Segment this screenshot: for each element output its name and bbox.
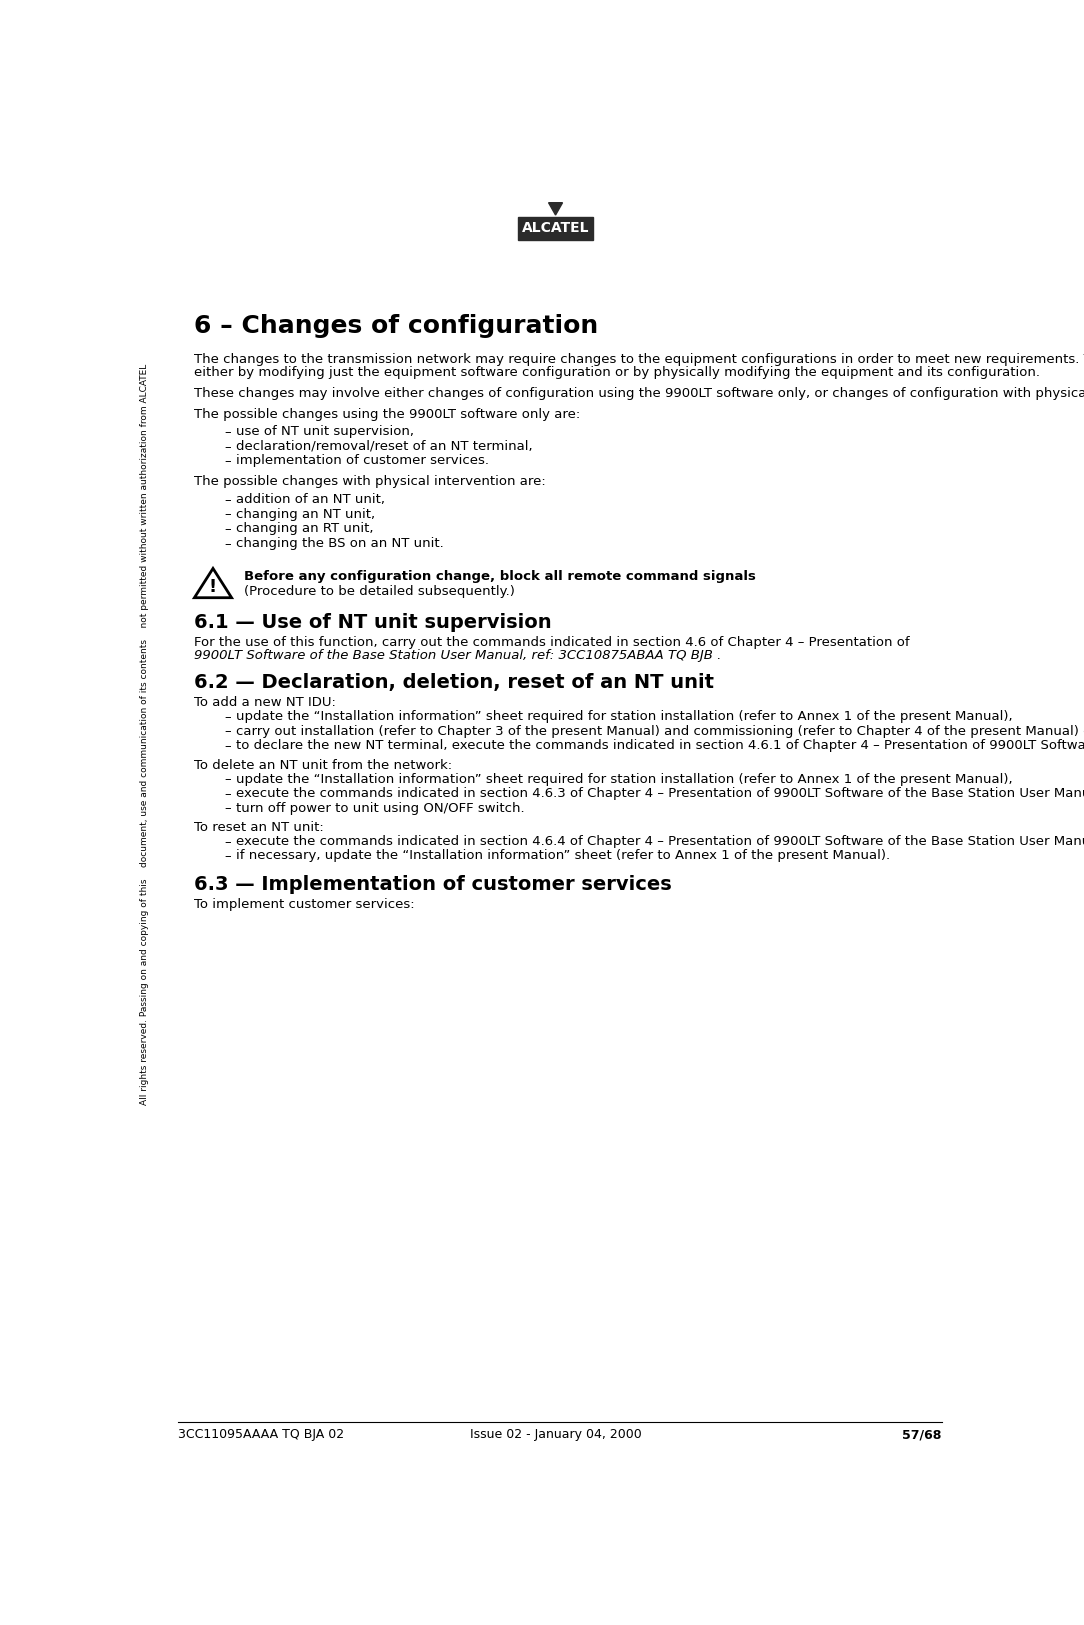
- Text: addition of an NT unit,: addition of an NT unit,: [236, 492, 385, 505]
- Text: ALCATEL: ALCATEL: [521, 221, 590, 236]
- Text: 6.2 — Declaration, deletion, reset of an NT unit: 6.2 — Declaration, deletion, reset of an…: [194, 673, 713, 692]
- Text: The possible changes using the 9900LT software only are:: The possible changes using the 9900LT so…: [194, 408, 580, 421]
- Text: carry out installation (refer to Chapter 3 of the present Manual) and commission: carry out installation (refer to Chapter…: [236, 725, 1084, 738]
- Text: The changes to the transmission network may require changes to the equipment con: The changes to the transmission network …: [194, 353, 1084, 366]
- Text: changing the BS on an NT unit.: changing the BS on an NT unit.: [236, 536, 444, 549]
- Text: –: –: [224, 523, 231, 536]
- Text: turn off power to unit using ON/OFF switch.: turn off power to unit using ON/OFF swit…: [236, 801, 525, 814]
- Text: To reset an NT unit:: To reset an NT unit:: [194, 821, 323, 834]
- Text: to declare the new NT terminal, execute the commands indicated in section 4.6.1 : to declare the new NT terminal, execute …: [236, 739, 1084, 752]
- Text: –: –: [224, 774, 231, 786]
- Text: 6.1 — Use of NT unit supervision: 6.1 — Use of NT unit supervision: [194, 613, 552, 632]
- Text: if necessary, update the “Installation information” sheet (refer to Annex 1 of t: if necessary, update the “Installation i…: [236, 850, 890, 863]
- Text: For the use of this function, carry out the commands indicated in section 4.6 of: For the use of this function, carry out …: [194, 637, 909, 650]
- Text: –: –: [224, 803, 231, 816]
- Text: All rights reserved. Passing on and copying of this    document, use and communi: All rights reserved. Passing on and copy…: [140, 364, 150, 1105]
- Text: declaration/removal/reset of an NT terminal,: declaration/removal/reset of an NT termi…: [236, 440, 533, 453]
- Text: –: –: [224, 725, 231, 738]
- Text: –: –: [224, 440, 231, 453]
- Text: –: –: [224, 850, 231, 863]
- Text: The possible changes with physical intervention are:: The possible changes with physical inter…: [194, 474, 545, 487]
- Text: changing an NT unit,: changing an NT unit,: [236, 507, 375, 520]
- Text: execute the commands indicated in section 4.6.4 of Chapter 4 – Presentation of 9: execute the commands indicated in sectio…: [236, 835, 1084, 848]
- Bar: [518, 216, 593, 239]
- Text: –: –: [224, 835, 231, 848]
- Polygon shape: [549, 203, 563, 214]
- Text: 6 – Changes of configuration: 6 – Changes of configuration: [194, 314, 598, 338]
- Text: To implement customer services:: To implement customer services:: [194, 899, 414, 912]
- Text: 9900LT Software of the Base Station User Manual, ref: 3CC10875ABAA TQ BJB .: 9900LT Software of the Base Station User…: [194, 650, 721, 663]
- Text: 3CC11095AAAA TQ BJA 02: 3CC11095AAAA TQ BJA 02: [178, 1428, 345, 1441]
- Text: To delete an NT unit from the network:: To delete an NT unit from the network:: [194, 759, 452, 772]
- Text: 57/68: 57/68: [902, 1428, 942, 1441]
- Text: !: !: [209, 577, 217, 596]
- Text: –: –: [224, 739, 231, 752]
- Text: –: –: [224, 455, 231, 468]
- Text: These changes may involve either changes of configuration using the 9900LT softw: These changes may involve either changes…: [194, 387, 1084, 400]
- Text: implementation of customer services.: implementation of customer services.: [236, 455, 489, 468]
- Text: –: –: [224, 788, 231, 801]
- Text: Before any configuration change, block all remote command signals: Before any configuration change, block a…: [244, 570, 756, 583]
- Text: update the “Installation information” sheet required for station installation (r: update the “Installation information” sh…: [236, 772, 1012, 785]
- Text: –: –: [224, 509, 231, 522]
- Text: To add a new NT IDU:: To add a new NT IDU:: [194, 696, 336, 708]
- Text: (Procedure to be detailed subsequently.): (Procedure to be detailed subsequently.): [244, 585, 515, 598]
- Text: update the “Installation information” sheet required for station installation (r: update the “Installation information” sh…: [236, 710, 1012, 723]
- Text: Issue 02 - January 04, 2000: Issue 02 - January 04, 2000: [469, 1428, 642, 1441]
- Text: –: –: [224, 538, 231, 551]
- Text: –: –: [224, 426, 231, 439]
- Text: use of NT unit supervision,: use of NT unit supervision,: [236, 426, 414, 439]
- Text: –: –: [224, 710, 231, 723]
- Text: execute the commands indicated in section 4.6.3 of Chapter 4 – Presentation of 9: execute the commands indicated in sectio…: [236, 786, 1084, 800]
- Text: either by modifying just the equipment software configuration or by physically m: either by modifying just the equipment s…: [194, 366, 1040, 379]
- Text: –: –: [224, 494, 231, 507]
- Text: 6.3 — Implementation of customer services: 6.3 — Implementation of customer service…: [194, 874, 671, 894]
- Text: changing an RT unit,: changing an RT unit,: [236, 522, 374, 535]
